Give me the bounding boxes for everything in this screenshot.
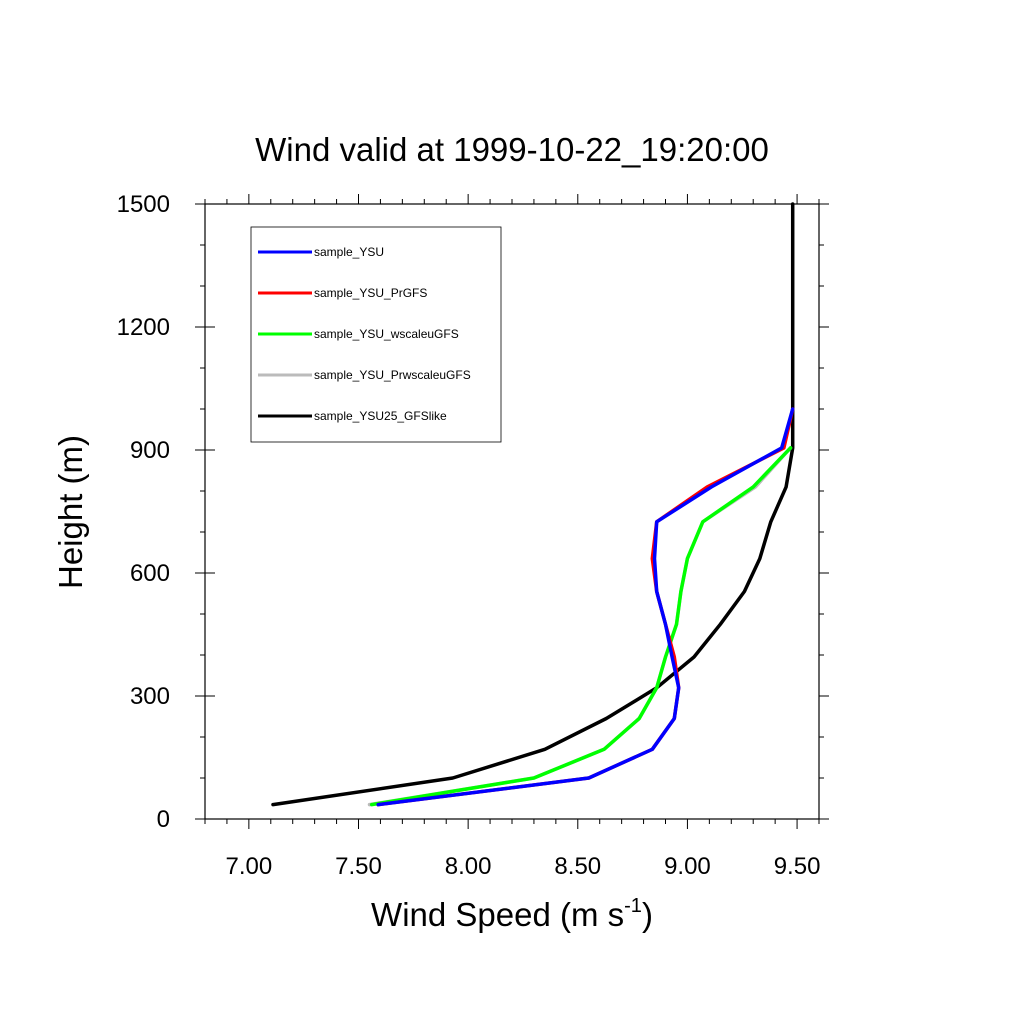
- x-tick-label: 7.50: [335, 853, 382, 880]
- y-tick-label: 1200: [117, 314, 170, 341]
- series-line-1: [367, 446, 793, 807]
- legend-label: sample_YSU_wscaleuGFS: [314, 327, 459, 341]
- y-tick-label: 1500: [117, 191, 170, 218]
- x-axis-label: Wind Speed (m s-1): [371, 895, 653, 933]
- legend-label: sample_YSU_PrwscaleuGFS: [314, 368, 471, 382]
- x-tick-label: 9.00: [664, 853, 711, 880]
- x-axis-label-suffix: ): [642, 896, 653, 933]
- x-axis-label-main: Wind Speed (m s: [371, 896, 624, 933]
- y-tick-label: 900: [130, 437, 170, 464]
- x-tick-label: 9.50: [774, 853, 821, 880]
- ticks-layer: [195, 194, 829, 829]
- x-tick-label: 8.50: [554, 853, 601, 880]
- series-line-2: [369, 446, 793, 807]
- legend-items: sample_YSU sample_YSU_PrGFS sample_YSU_wsc…: [258, 245, 471, 423]
- legend-label: sample_YSU25_GFSlike: [314, 409, 447, 423]
- x-axis-label-superscript: -1: [624, 895, 642, 917]
- x-tick-label: 7.00: [225, 853, 272, 880]
- legend-label: sample_YSU_PrGFS: [314, 286, 427, 300]
- x-tick-label: 8.00: [445, 853, 492, 880]
- legend: sample_YSU sample_YSU_PrGFS sample_YSU_wsc…: [250, 226, 502, 443]
- y-tick-label: 0: [157, 806, 170, 833]
- series-line-3: [376, 407, 795, 807]
- series-line-4: [376, 407, 795, 807]
- plot-frame: [204, 203, 820, 820]
- plot-lines: [271, 202, 795, 807]
- y-axis-label: Height (m): [52, 435, 89, 589]
- legend-label: sample_YSU: [314, 245, 384, 259]
- tick-labels-layer: 7.00 7.50 8.00 8.50 9.00 9.50 0 300 600 900 1200 15…: [117, 191, 821, 880]
- y-tick-label: 600: [130, 560, 170, 587]
- y-tick-label: 300: [130, 683, 170, 710]
- series-line-0: [271, 202, 795, 807]
- chart-title: Wind valid at 1999-10-22_19:20:00: [255, 131, 769, 168]
